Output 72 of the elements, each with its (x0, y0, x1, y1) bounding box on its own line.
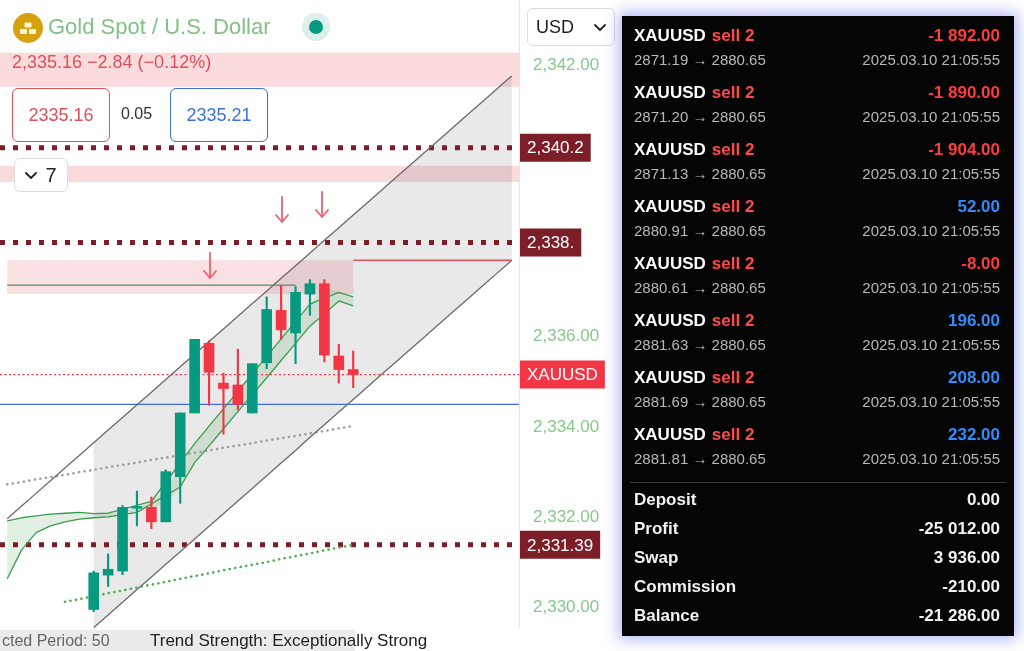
ref-line-label: 2,331.39 (527, 535, 594, 555)
y-tick-label: 2,332.00 (533, 507, 600, 526)
text: sell 2 (711, 368, 755, 387)
price-button: 2335.16 (12, 88, 110, 142)
annotation: 7 (45, 163, 57, 187)
y-tick-label: 2,336.00 (533, 326, 600, 346)
text: -210.00 (942, 577, 1000, 597)
text: XAUUSD (634, 197, 706, 216)
text: 2880.61 → 2880.65 (634, 279, 766, 296)
annotation: 0.05 (121, 105, 153, 123)
y-tick-label: 2,330.00 (533, 597, 600, 617)
text: 208.00 (948, 368, 1000, 388)
text: -25 012.00 (918, 519, 1000, 539)
text: XAUUSD (634, 425, 706, 444)
text: Gold Spot / U.S. Dollar (48, 14, 271, 40)
y-tick-label: 2,342.00 (533, 55, 600, 75)
text: -8.00 (961, 254, 1000, 274)
ref-line-label: 2,340.2 (527, 138, 584, 158)
text: Swap (634, 548, 679, 568)
text: XAUUSD (634, 254, 706, 273)
text: XAUUSD (634, 83, 706, 102)
text: 2871.20 → 2880.65 (634, 108, 766, 125)
text: sell 2 (711, 425, 755, 444)
text: Trend Strength: Exceptionally Strong (150, 631, 428, 651)
y-tick-label: 2,334.00 (533, 416, 600, 436)
text: sell 2 (711, 83, 755, 102)
text: 2881.63 → 2880.65 (634, 336, 766, 353)
ref-line-label: 2,338. (527, 233, 575, 253)
text: 3 936.00 (933, 548, 1000, 568)
text: 2025.03.10 21:05:55 (862, 450, 1000, 467)
text: Commission (634, 577, 737, 597)
text: sell 2 (711, 311, 755, 330)
text: Balance (634, 606, 700, 626)
text: 2871.19 → 2880.65 (634, 51, 766, 68)
text: sell 2 (711, 140, 755, 159)
text: 2025.03.10 21:05:55 (862, 108, 1000, 125)
text: 2880.91 → 2880.65 (634, 222, 766, 239)
text: -1 890.00 (928, 83, 1000, 103)
text: Deposit (634, 490, 697, 510)
text: XAUUSD (634, 368, 706, 387)
text: -1 904.00 (928, 140, 1000, 160)
text: 2881.69 → 2880.65 (634, 393, 766, 410)
text: XAUUSD (634, 26, 706, 45)
annotation: 2335.16 (28, 104, 94, 126)
text: XAUUSD (634, 140, 706, 159)
text: 2025.03.10 21:05:55 (862, 393, 1000, 410)
text: 2025.03.10 21:05:55 (862, 222, 1000, 239)
text: XAUUSD (634, 311, 706, 330)
text: 52.00 (957, 197, 1000, 217)
annotation: 2335.21 (186, 104, 252, 126)
text: 2025.03.10 21:05:55 (862, 165, 1000, 182)
text: 2871.13 → 2880.65 (634, 165, 766, 182)
text: 2025.03.10 21:05:55 (862, 336, 1000, 353)
text: 2,335.16 −2.84 (−0.12%) (12, 52, 212, 73)
text: Profit (634, 519, 679, 539)
text: 232.00 (948, 425, 1000, 445)
text: -1 892.00 (928, 26, 1000, 46)
text: sell 2 (711, 197, 755, 216)
text: 2025.03.10 21:05:55 (862, 51, 1000, 68)
text: 2025.03.10 21:05:55 (862, 279, 1000, 296)
text: cted Period: 50 (2, 632, 110, 650)
line-series (63, 543, 355, 604)
dropdown: USD (527, 8, 615, 46)
text: 196.00 (948, 311, 1000, 331)
text: sell 2 (711, 254, 755, 273)
price-button: 2335.21 (170, 88, 268, 142)
text: 0.00 (966, 490, 1000, 510)
text: sell 2 (711, 26, 755, 45)
dropdown: 7 (14, 158, 68, 192)
text: 2881.81 → 2880.65 (634, 450, 766, 467)
text: -21 286.00 (918, 606, 1000, 626)
ref-line-label: XAUUSD (527, 365, 598, 385)
